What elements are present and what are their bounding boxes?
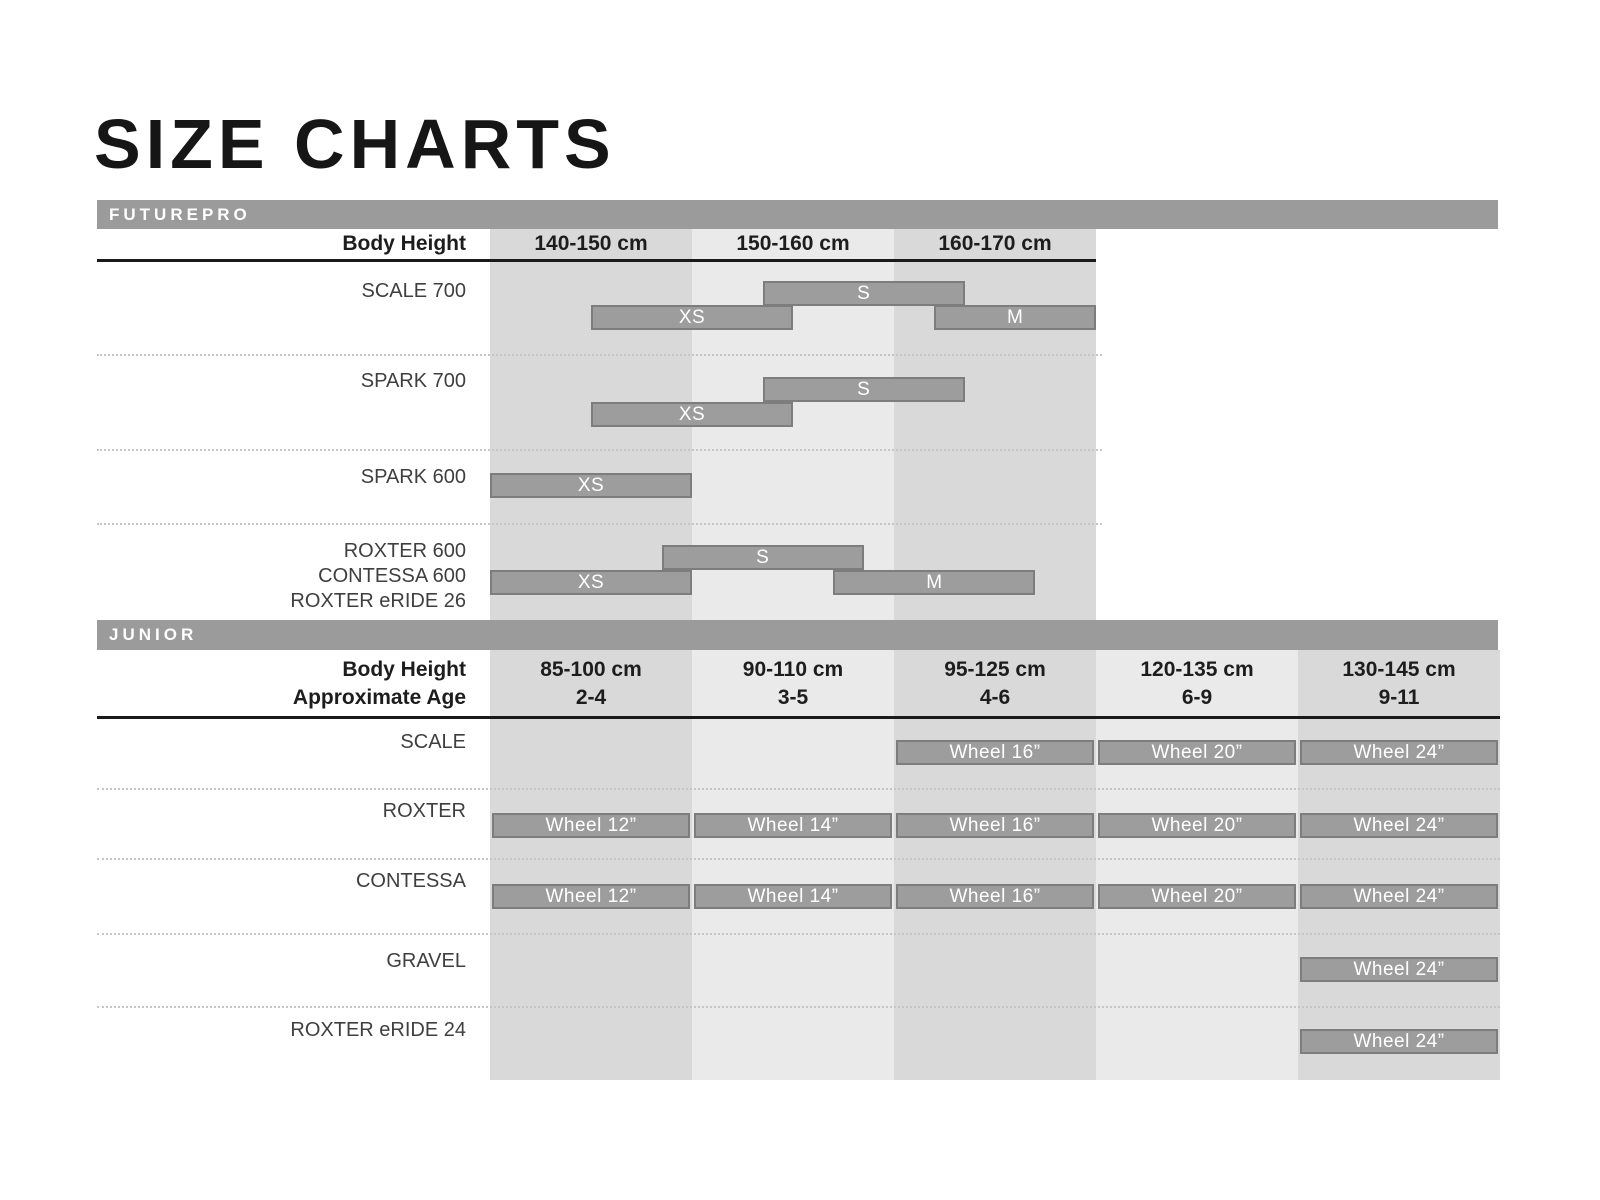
age-header: 3-5 bbox=[777, 686, 809, 709]
section-band-junior: JUNIOR bbox=[97, 620, 1498, 650]
column-shade bbox=[490, 650, 692, 1080]
axis-label: Body Height bbox=[342, 658, 466, 681]
size-bar: Wheel 20” bbox=[1098, 884, 1296, 909]
size-bar: Wheel 14” bbox=[694, 813, 892, 838]
row-separator bbox=[97, 449, 1102, 451]
size-bar: S bbox=[762, 281, 965, 306]
row-label: SPARK 700 bbox=[360, 370, 466, 392]
age-header: 9-11 bbox=[1378, 686, 1420, 709]
row-separator bbox=[97, 523, 1102, 525]
size-bar: Wheel 24” bbox=[1300, 884, 1498, 909]
column-header: 85-100 cm bbox=[540, 658, 642, 681]
row-label: ROXTER bbox=[382, 800, 466, 822]
row-label: CONTESSA 600 bbox=[318, 565, 466, 587]
column-header: 90-110 cm bbox=[742, 658, 844, 681]
size-bar: XS bbox=[490, 473, 692, 498]
size-bar: Wheel 12” bbox=[492, 813, 690, 838]
size-bar: Wheel 16” bbox=[896, 813, 1094, 838]
column-shade bbox=[1096, 650, 1298, 1080]
row-label: ROXTER eRIDE 24 bbox=[290, 1019, 466, 1041]
header-rule bbox=[97, 259, 1096, 262]
size-bar: S bbox=[762, 377, 965, 402]
row-label: SPARK 600 bbox=[360, 466, 466, 488]
column-header: 120-135 cm bbox=[1140, 658, 1254, 681]
column-header: 140-150 cm bbox=[534, 232, 648, 255]
axis-label-2: Approximate Age bbox=[292, 686, 466, 709]
column-shade bbox=[894, 650, 1096, 1080]
size-bar: Wheel 24” bbox=[1300, 957, 1498, 982]
age-header: 4-6 bbox=[979, 686, 1011, 709]
size-bar: XS bbox=[591, 305, 793, 330]
row-label: CONTESSA bbox=[355, 870, 466, 892]
row-separator bbox=[97, 933, 1500, 935]
row-separator bbox=[97, 1006, 1500, 1008]
size-bar: Wheel 20” bbox=[1098, 740, 1296, 765]
row-label: ROXTER 600 bbox=[343, 540, 466, 562]
size-bar: Wheel 24” bbox=[1300, 1029, 1498, 1054]
row-label: SCALE bbox=[400, 731, 466, 753]
row-label: ROXTER eRIDE 26 bbox=[290, 590, 466, 612]
row-label: GRAVEL bbox=[386, 950, 466, 972]
size-bar: XS bbox=[490, 570, 692, 595]
size-bar: M bbox=[934, 305, 1096, 330]
row-separator bbox=[97, 354, 1102, 356]
column-shade bbox=[1298, 650, 1500, 1080]
section-band-futurepro: FUTUREPRO bbox=[97, 200, 1498, 229]
size-bar: Wheel 16” bbox=[896, 740, 1094, 765]
size-bar: Wheel 16” bbox=[896, 884, 1094, 909]
size-bar: Wheel 14” bbox=[694, 884, 892, 909]
age-header: 6-9 bbox=[1181, 686, 1213, 709]
row-separator bbox=[97, 858, 1500, 860]
size-bar: XS bbox=[591, 402, 793, 427]
axis-label: Body Height bbox=[342, 232, 466, 255]
size-bar: S bbox=[661, 545, 864, 570]
page-title: SIZE CHARTS bbox=[94, 105, 616, 183]
column-header: 95-125 cm bbox=[944, 658, 1046, 681]
column-header: 150-160 cm bbox=[736, 232, 850, 255]
age-header: 2-4 bbox=[575, 686, 607, 709]
row-separator bbox=[97, 788, 1500, 790]
column-shade bbox=[692, 650, 894, 1080]
column-header: 130-145 cm bbox=[1342, 658, 1456, 681]
column-header: 160-170 cm bbox=[938, 232, 1052, 255]
header-rule bbox=[97, 716, 1500, 719]
size-bar: Wheel 20” bbox=[1098, 813, 1296, 838]
size-bar: Wheel 12” bbox=[492, 884, 690, 909]
row-label: SCALE 700 bbox=[361, 280, 466, 302]
size-bar: M bbox=[833, 570, 1036, 595]
size-bar: Wheel 24” bbox=[1300, 740, 1498, 765]
size-bar: Wheel 24” bbox=[1300, 813, 1498, 838]
